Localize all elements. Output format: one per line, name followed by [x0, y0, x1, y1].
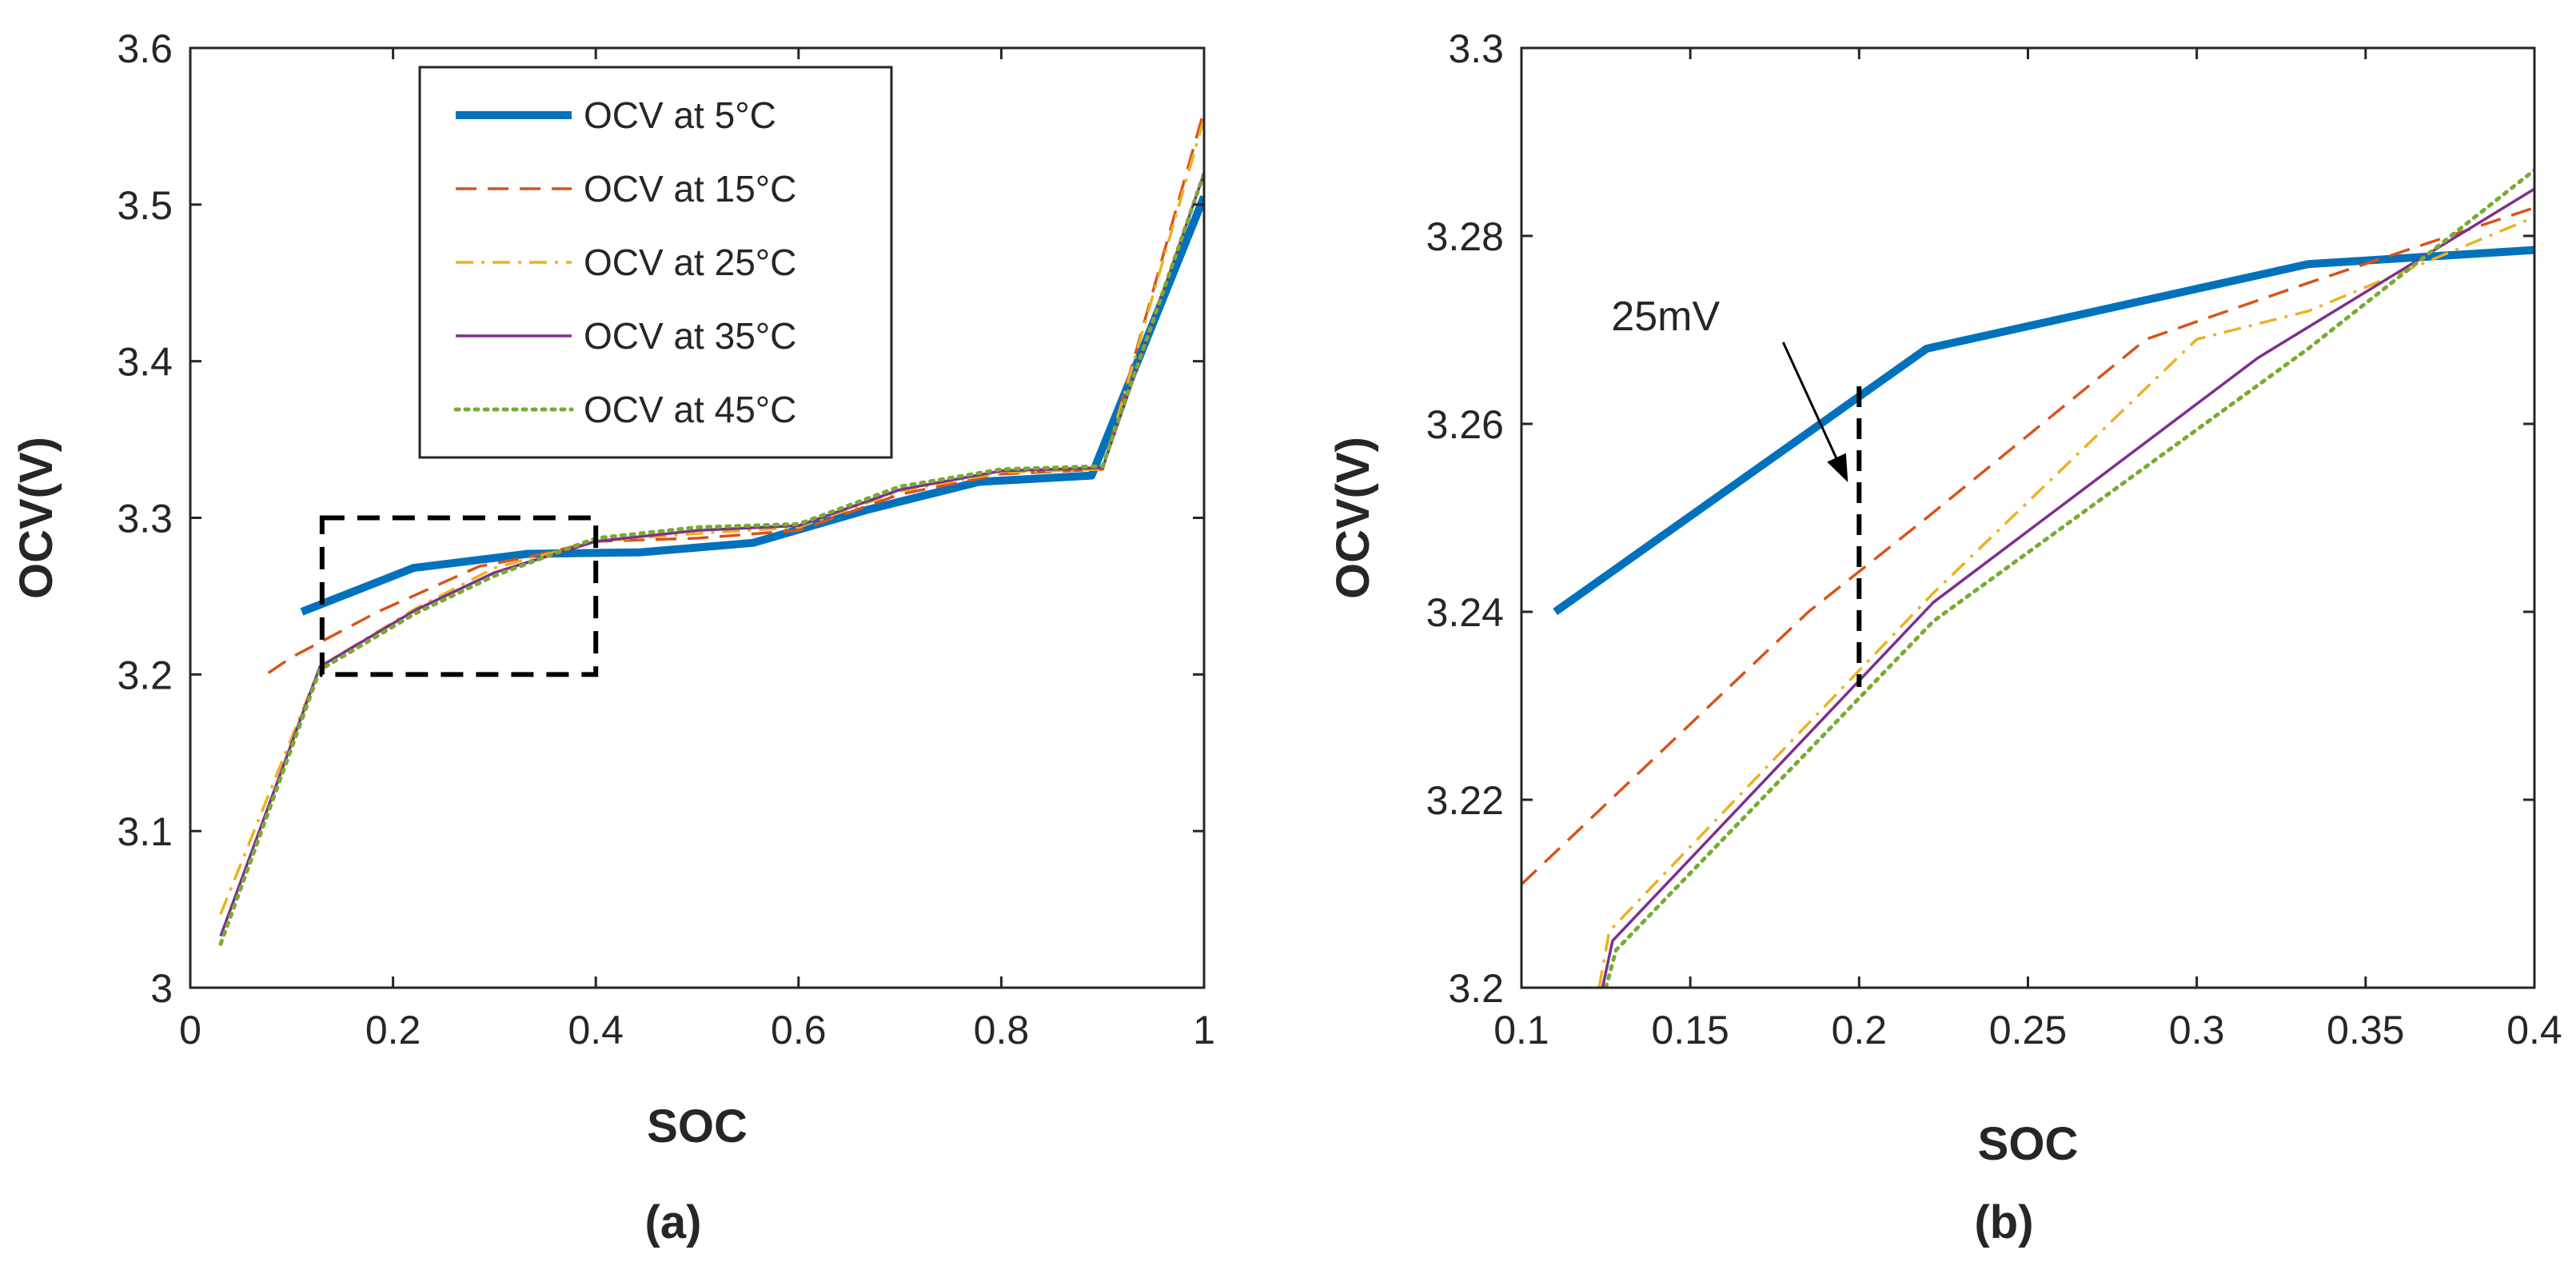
plot-frame-b	[1520, 46, 2536, 989]
y-tick-label-a-0: 3	[150, 966, 173, 1011]
series-line-b-4	[1604, 168, 2534, 988]
series-group-a	[218, 110, 1204, 946]
zoom-box-annotation	[319, 515, 599, 677]
legend-entry-2: OCV at 25°C	[584, 242, 796, 283]
legend-entry-1: OCV at 15°C	[584, 168, 796, 210]
annotation-label: 25mV	[1611, 294, 1720, 340]
legend-entry-4: OCV at 45°C	[584, 389, 796, 430]
y-axis-label-a: OCV(V)	[10, 437, 62, 599]
y-tick-label-a-3: 3.3	[117, 497, 173, 541]
y-tick-label-a-2: 3.2	[117, 653, 173, 697]
y-tick-label-b-4: 3.28	[1426, 214, 1504, 259]
y-tick-label-b-2: 3.24	[1426, 590, 1504, 635]
x-tick-label-a-0: 0	[179, 1008, 201, 1052]
y-tick-label-b-5: 3.3	[1448, 26, 1504, 71]
y-tick-label-a-6: 3.6	[117, 26, 173, 71]
panel-a-chart: 0 0.2 0.4 0.6 0.8 1 3 3.1 3.2 3.3 3.4 3.5 3.6 SOC OCV(…	[10, 26, 1215, 1248]
x-tick-label-b-3: 0.25	[1989, 1008, 2067, 1052]
y-tick-label-a-4: 3.4	[117, 340, 173, 385]
series-line-b-2	[1597, 215, 2534, 988]
x-tick-label-b-6: 0.4	[2506, 1008, 2562, 1052]
x-tick-label-a-1: 0.2	[365, 1008, 421, 1052]
legend-entry-0: OCV at 5°C	[584, 94, 776, 136]
annotation-arrow	[1781, 341, 1843, 470]
series-line-a-0	[300, 195, 1204, 616]
x-axis-label-a: SOC	[647, 1100, 748, 1152]
x-tick-label-b-4: 0.3	[2169, 1008, 2225, 1052]
series-group-b	[1521, 168, 2534, 988]
x-tick-label-b-2: 0.2	[1832, 1008, 1888, 1052]
x-tick-label-b-0: 0.1	[1493, 1008, 1549, 1052]
x-tick-label-a-5: 1	[1193, 1008, 1215, 1052]
x-tick-label-b-5: 0.35	[2327, 1008, 2404, 1052]
series-line-b-3	[1601, 187, 2534, 988]
x-tick-label-a-3: 0.6	[771, 1008, 827, 1052]
x-tick-label-a-2: 0.4	[568, 1008, 624, 1052]
y-tick-label-b-1: 3.22	[1426, 778, 1504, 823]
y-tick-label-a-1: 3.1	[117, 809, 173, 854]
legend-entry-3: OCV at 35°C	[584, 315, 796, 357]
y-tick-label-b-3: 3.26	[1426, 402, 1504, 447]
panel-b-chart: 0.1 0.15 0.2 0.25 0.3 0.35 0.4 3.2 3.22 3.24 3.26 3…	[1327, 26, 2562, 1248]
panel-label-a: (a)	[645, 1196, 702, 1248]
panel-label-b: (b)	[1974, 1196, 2033, 1248]
y-tick-label-b-0: 3.2	[1448, 966, 1504, 1011]
x-tick-label-b-1: 0.15	[1652, 1008, 1729, 1052]
x-tick-label-a-4: 0.8	[974, 1008, 1030, 1052]
series-line-a-4	[218, 171, 1204, 946]
series-line-b-1	[1521, 206, 2534, 886]
annotation-arrowhead	[1827, 453, 1848, 482]
legend: OCV at 5°C OCV at 15°C OCV at 25°C OCV at 3…	[418, 66, 893, 459]
y-tick-label-a-5: 3.5	[117, 183, 173, 228]
x-axis-label-b: SOC	[1978, 1118, 2079, 1170]
y-axis-label-b: OCV(V)	[1327, 437, 1379, 599]
